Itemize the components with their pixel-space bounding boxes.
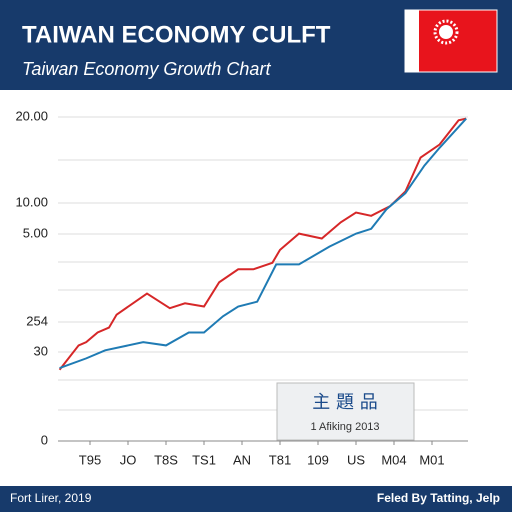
x-tick-label: M04 — [381, 452, 406, 467]
x-tick-label: TS1 — [192, 452, 216, 467]
y-tick-label: 10.00 — [15, 194, 48, 209]
x-tick-label: AN — [233, 452, 251, 467]
footer-band — [0, 486, 512, 512]
footer-right: Feled By Tatting, Jelp — [377, 491, 500, 505]
x-tick-label: JO — [120, 452, 137, 467]
annotation-box: 主 題 品 1 Afiking 2013 — [276, 382, 415, 441]
y-tick-label: 30 — [34, 343, 48, 358]
y-tick-label: 0 — [41, 432, 48, 447]
data-line — [58, 117, 467, 371]
chart-subtitle: Taiwan Economy Growth Chart — [22, 59, 271, 79]
x-tick-label: T8S — [154, 452, 178, 467]
x-tick-label: 109 — [307, 452, 329, 467]
annotation-text: 1 Afiking 2013 — [310, 421, 379, 433]
data-line — [59, 117, 467, 370]
flag — [404, 9, 498, 73]
x-tick-label: T81 — [269, 452, 291, 467]
x-tick-label: M01 — [419, 452, 444, 467]
chart-title: TAIWAN ECONOMY CULFT — [22, 21, 331, 48]
x-tick-label: US — [347, 452, 365, 467]
plot-area: 20.00 10.00 5.00 254 30 0 T95 JO T8S TS1 AN T81 109 U… — [15, 108, 468, 467]
y-tick-label: 20.00 — [15, 108, 48, 123]
footer-left: Fort Lirer, 2019 — [10, 491, 92, 505]
x-tick-label: T95 — [79, 452, 101, 467]
y-tick-label: 254 — [26, 313, 48, 328]
y-tick-label: 5.00 — [23, 225, 48, 240]
annotation-title: 主 題 品 — [312, 392, 377, 413]
